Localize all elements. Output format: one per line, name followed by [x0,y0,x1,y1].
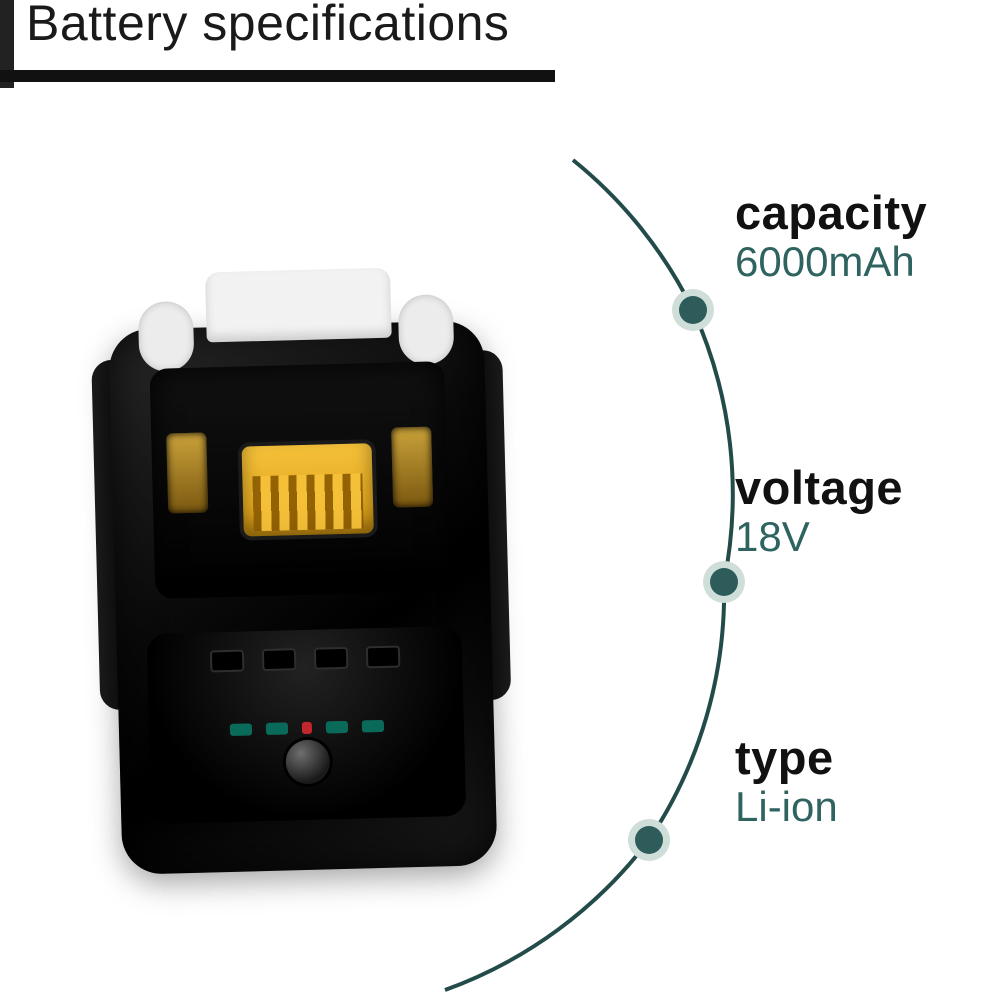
spec-capacity: capacity 6000mAh [735,185,927,286]
spec-list: capacity 6000mAh voltage 18V type Li-ion [0,0,1000,1000]
spec-value: 18V [735,513,903,561]
spec-label: voltage [735,460,903,515]
spec-value: 6000mAh [735,238,927,286]
spec-value: Li-ion [735,783,838,831]
page: Battery specifications [0,0,1000,1000]
spec-voltage: voltage 18V [735,460,903,561]
spec-type: type Li-ion [735,730,838,831]
spec-label: capacity [735,185,927,240]
spec-label: type [735,730,838,785]
